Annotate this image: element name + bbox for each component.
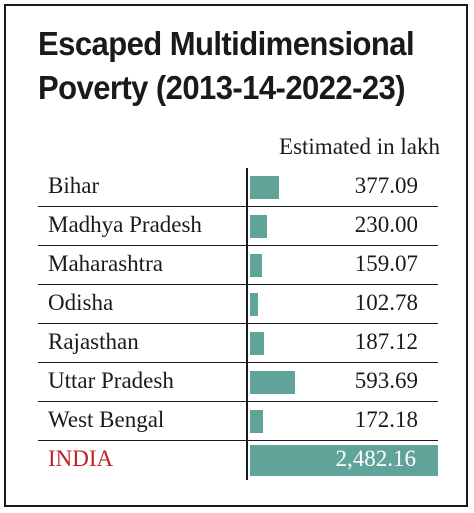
title-line-2: Poverty (2013-14-2022-23) — [38, 69, 406, 106]
category-label: INDIA — [48, 446, 114, 471]
value-label: 230.00 — [354, 212, 418, 237]
category-label: West Bengal — [48, 407, 165, 432]
bar — [250, 371, 295, 394]
value-label: 172.18 — [354, 407, 418, 432]
bar — [250, 176, 279, 199]
value-label: 377.09 — [354, 173, 418, 198]
row-divider — [38, 439, 438, 441]
bar — [250, 445, 438, 476]
column-divider — [246, 441, 248, 480]
row-divider — [38, 205, 438, 207]
value-label: 159.07 — [354, 251, 418, 276]
bar — [250, 254, 262, 277]
data-table: Bihar 377.09 Madhya Pradesh 230.00 Maharasht… — [38, 168, 438, 480]
value-label: 187.12 — [354, 329, 418, 354]
chart-frame — [4, 4, 468, 507]
column-divider — [246, 363, 248, 402]
bar — [250, 215, 268, 238]
row-divider — [38, 400, 438, 402]
unit-label: Estimated in lakh — [279, 134, 440, 159]
category-label: Maharashtra — [48, 251, 163, 276]
table-row-total: INDIA 2,482.16 — [38, 441, 438, 480]
table-row: Bihar 377.09 — [38, 168, 438, 207]
column-divider — [246, 207, 248, 246]
bar — [250, 293, 258, 316]
category-label: Bihar — [48, 173, 100, 198]
category-label: Odisha — [48, 290, 114, 315]
bar — [250, 410, 263, 433]
column-divider — [246, 324, 248, 363]
category-label: Rajasthan — [48, 329, 139, 354]
value-label: 102.78 — [354, 290, 418, 315]
table-row: Uttar Pradesh 593.69 — [38, 363, 438, 402]
row-divider — [38, 361, 438, 363]
table-row: Odisha 102.78 — [38, 285, 438, 324]
column-divider — [246, 402, 248, 441]
column-divider — [246, 246, 248, 285]
column-divider — [246, 285, 248, 324]
row-divider — [38, 283, 438, 285]
chart-title: Escaped Multidimensional Poverty (2013-1… — [38, 22, 433, 110]
category-label: Uttar Pradesh — [48, 368, 174, 393]
title-line-1: Escaped Multidimensional — [38, 25, 415, 62]
column-divider — [246, 168, 248, 207]
row-divider — [38, 244, 438, 246]
table-row: Madhya Pradesh 230.00 — [38, 207, 438, 246]
category-label: Madhya Pradesh — [48, 212, 202, 237]
table-row: Rajasthan 187.12 — [38, 324, 438, 363]
value-label: 593.69 — [354, 368, 418, 393]
table-row: West Bengal 172.18 — [38, 402, 438, 441]
table-row: Maharashtra 159.07 — [38, 246, 438, 285]
bar — [250, 332, 265, 355]
row-divider — [38, 322, 438, 324]
value-label: 2,482.16 — [335, 446, 417, 471]
